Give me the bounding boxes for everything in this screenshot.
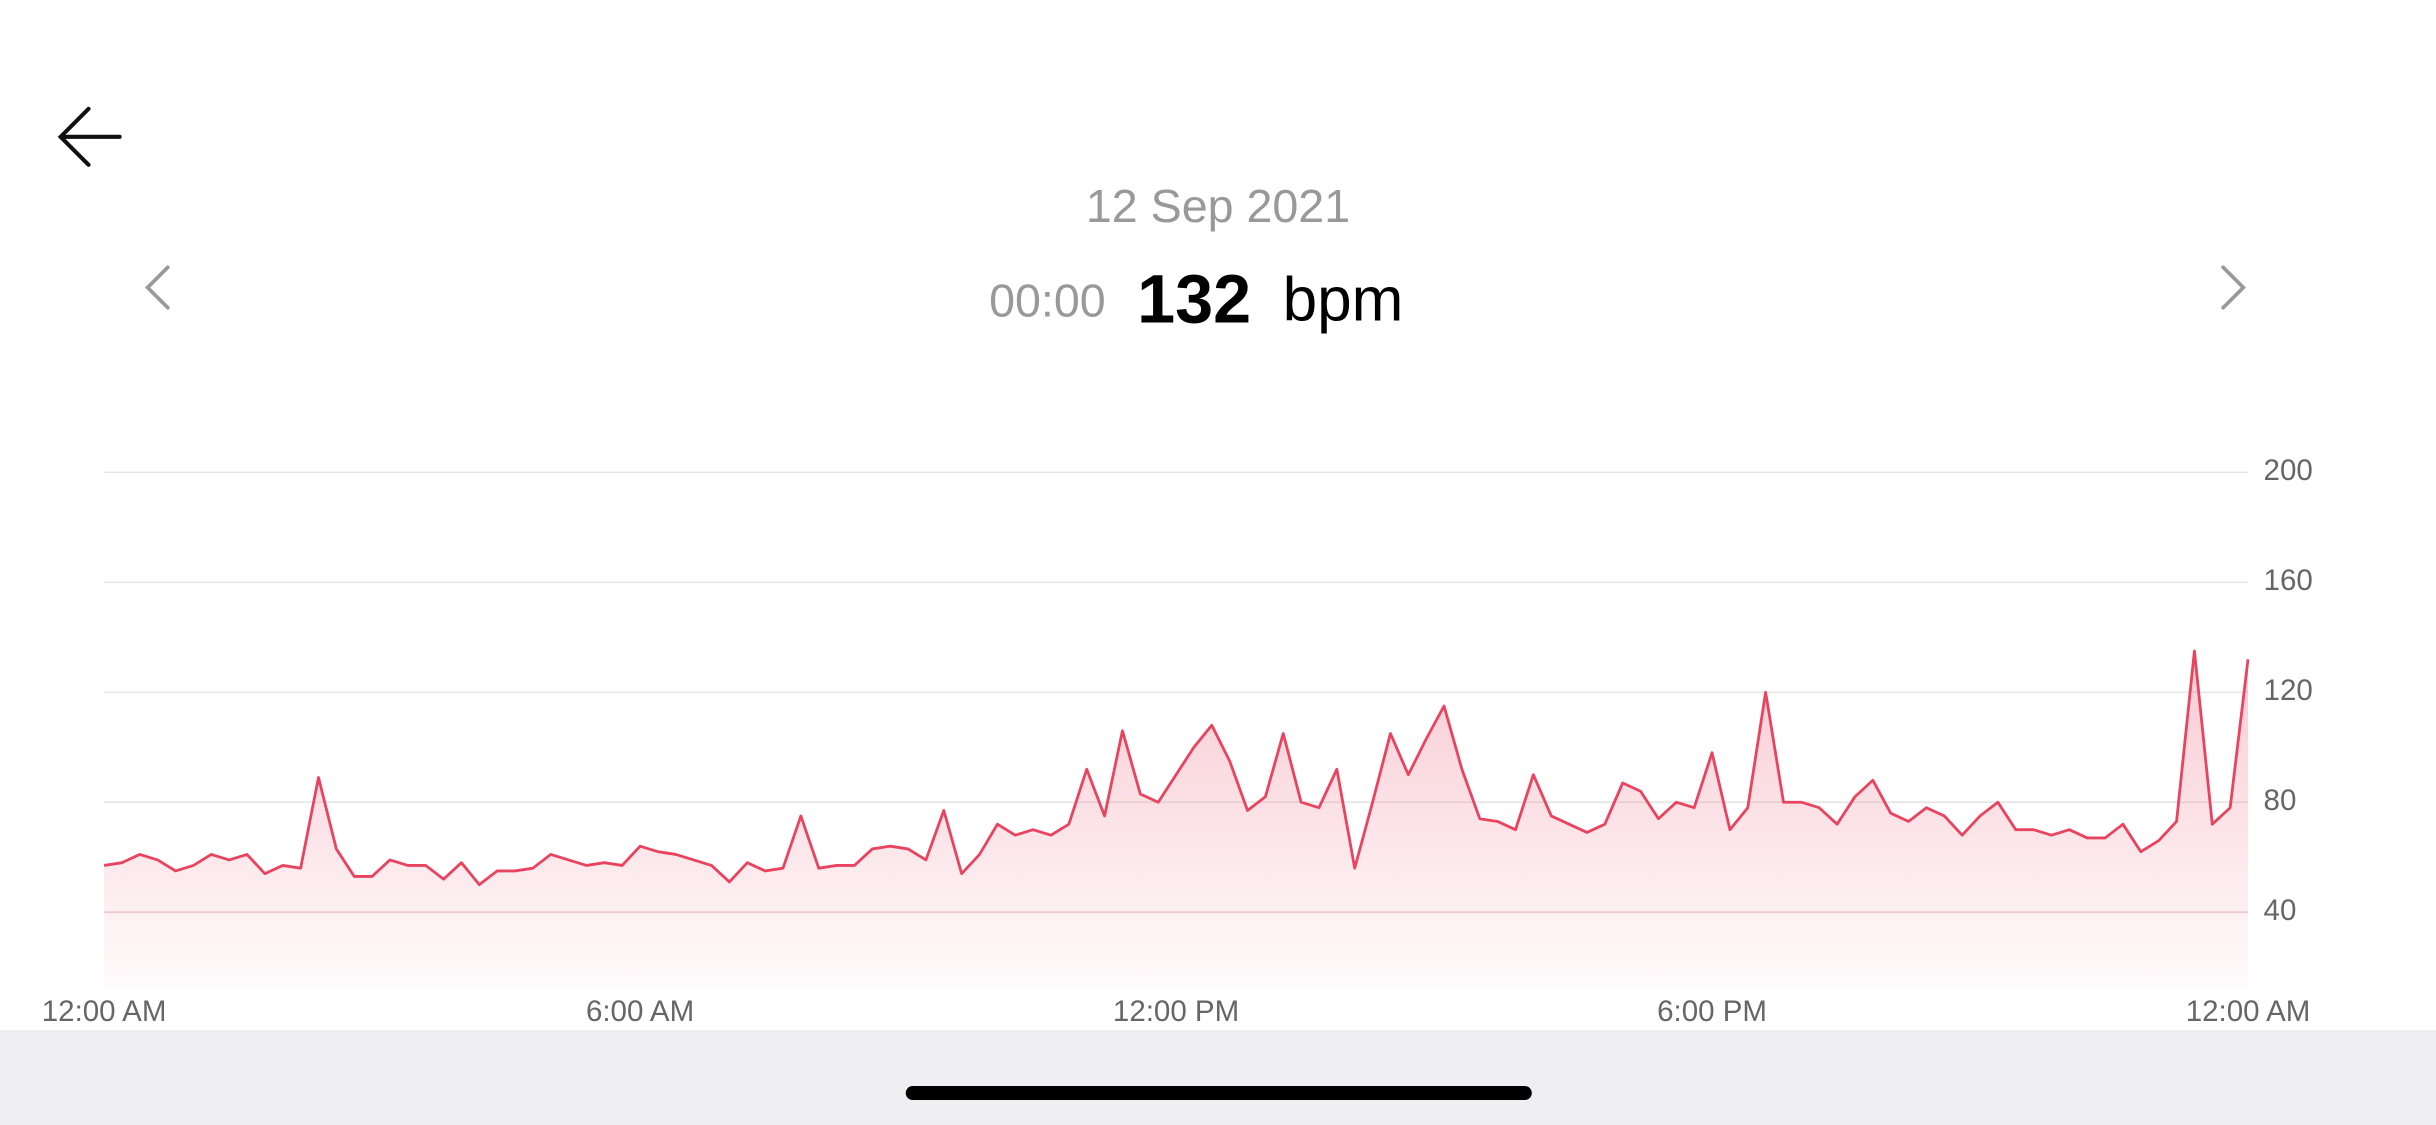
y-tick-label: 160 (2264, 564, 2313, 597)
chart: 40 80 120 160 200 12:00 AM 6:00 AM 12:00 PM 6:00… (42, 454, 2313, 1028)
next-day[interactable] (2221, 265, 2246, 310)
area-fill (104, 651, 2249, 990)
heart-rate: 132 (1137, 262, 1251, 338)
previous-day[interactable] (144, 265, 170, 310)
reading: 00:00 132 bpm (989, 262, 1403, 338)
x-tick-label: 12:00 PM (1113, 995, 1239, 1028)
x-tick-label: 12:00 AM (2186, 995, 2311, 1028)
time: 00:00 (989, 275, 1106, 327)
y-tick-label: 80 (2264, 784, 2297, 817)
date: 12 Sep 2021 (1086, 180, 1350, 232)
bottom-bar (0, 1030, 2436, 1125)
x-tick-label: 6:00 PM (1657, 995, 1767, 1028)
x-tick-label: 12:00 AM (42, 995, 167, 1028)
heart-rate-line (103, 649, 2250, 887)
y-tick-label: 120 (2264, 674, 2313, 707)
unit: bpm (1283, 266, 1404, 335)
x-tick-label: 6:00 AM (586, 995, 694, 1028)
y-tick-label: 40 (2264, 894, 2297, 927)
back-button[interactable] (57, 106, 122, 167)
y-tick-label: 200 (2264, 454, 2313, 487)
home-indicator (905, 1086, 1532, 1101)
